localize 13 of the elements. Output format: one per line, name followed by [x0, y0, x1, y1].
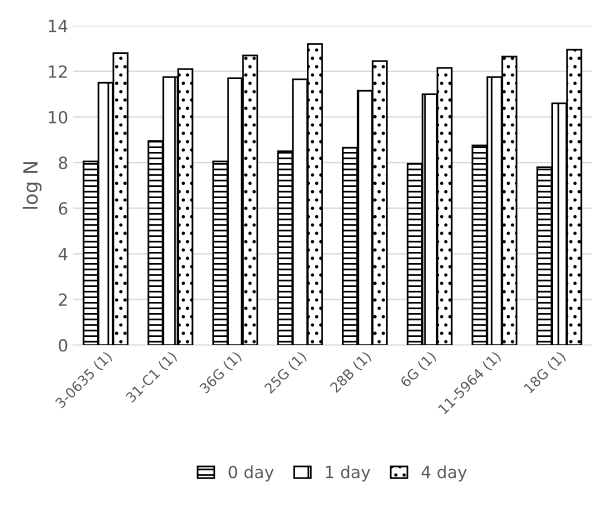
y-tick-label: 6: [58, 202, 68, 215]
legend-label: 1 day: [326, 465, 370, 482]
x-tick-label: 6G (1): [399, 350, 438, 389]
y-tick-label: 12: [48, 65, 67, 78]
y-tick-label: 4: [58, 248, 68, 260]
legend-label: 0 day: [228, 465, 274, 482]
y-tick-label: 8: [58, 156, 68, 170]
y-tick-label: 0: [58, 339, 68, 352]
legend-label: 4 day: [422, 465, 467, 482]
y-tick-label: 14: [48, 20, 68, 32]
y-tick-label: 2: [58, 293, 67, 306]
y-tick-label: 10: [48, 110, 68, 124]
y-axis-title: log N: [22, 162, 42, 209]
